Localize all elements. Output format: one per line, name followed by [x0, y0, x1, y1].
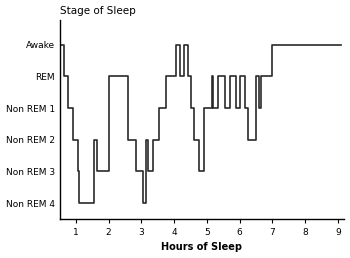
X-axis label: Hours of Sleep: Hours of Sleep — [161, 243, 243, 252]
Text: Stage of Sleep: Stage of Sleep — [60, 5, 135, 15]
